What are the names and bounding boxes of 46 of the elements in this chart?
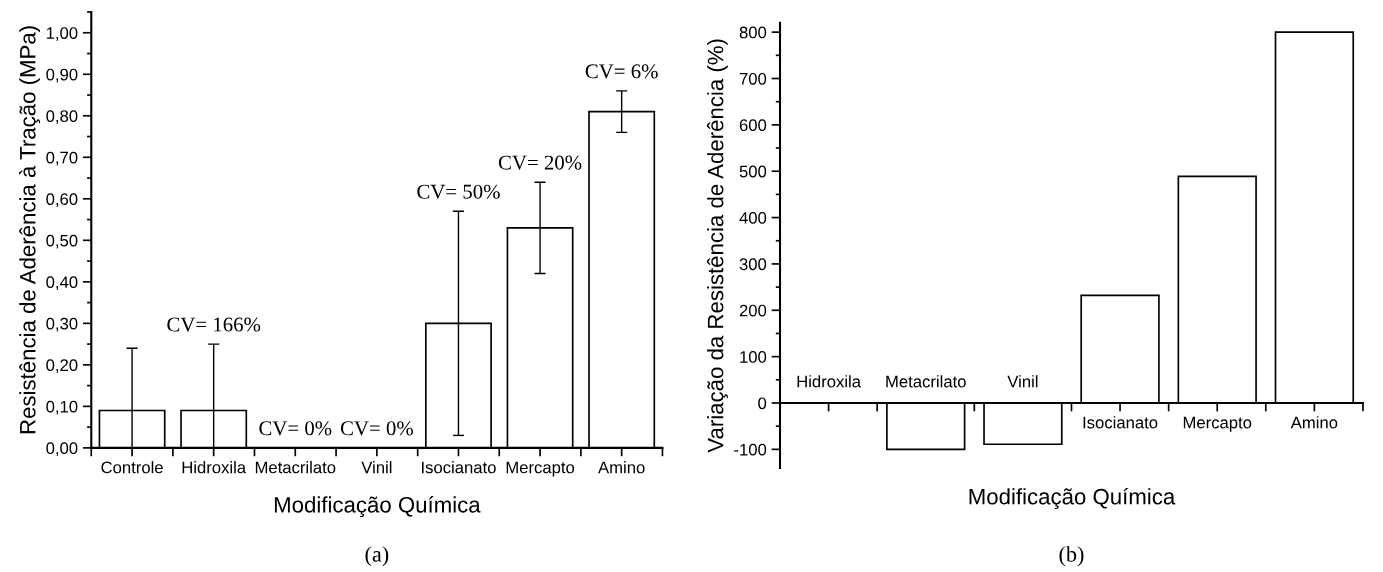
y-tick-label: -100 (734, 443, 767, 456)
y-tick-label: 0,20 (46, 359, 78, 374)
x-axis-title: Modificação Química (969, 487, 1176, 509)
y-tick-label: 0,40 (46, 276, 78, 290)
y-tick-label: 800 (739, 26, 767, 39)
y-tick-label: 0 (758, 397, 767, 410)
y-tick-label: 300 (739, 258, 767, 271)
x-tick-label: Vinil (1007, 375, 1038, 388)
x-axis-title: Modificação Química (274, 496, 481, 518)
annotation: CV= 0% (340, 421, 413, 436)
y-tick-label: 0,80 (46, 110, 78, 124)
annotation: CV= 6% (585, 64, 658, 79)
y-tick-label: 1,00 (46, 27, 78, 41)
y-tick-label: 0,70 (46, 151, 78, 166)
annotation: CV= 166% (167, 317, 261, 332)
y-tick-label: 600 (739, 119, 767, 132)
y-tick-label: 0,30 (46, 317, 78, 332)
y-tick-label: 0,50 (46, 234, 78, 249)
x-tick-label: Amino (598, 461, 645, 474)
x-tick-label: Amino (1290, 416, 1338, 429)
x-tick-label: Isocianato (1083, 416, 1158, 429)
text: (b) (1059, 546, 1084, 567)
text: (a) (365, 546, 389, 567)
x-tick-label: Mercapto (1183, 416, 1252, 432)
x-tick-label: Metacrilato (886, 375, 966, 388)
annotation: CV= 20% (498, 155, 582, 170)
x-tick-label: Hidroxila (797, 375, 862, 388)
y-tick-label: 500 (739, 165, 767, 178)
x-tick-label: Isocianato (422, 461, 496, 474)
y-tick-label: 0,60 (46, 193, 78, 207)
x-tick-label: Controle (101, 461, 163, 474)
y-tick-label: 400 (739, 211, 767, 224)
y-axis-title: Variação da Resistência de Aderência (%) (707, 39, 728, 453)
y-tick-label: 0,00 (46, 442, 78, 457)
annotation: CV= 0% (259, 421, 332, 436)
y-tick-label: 0,90 (46, 68, 78, 83)
x-tick-label: Metacrilato (255, 461, 336, 474)
y-tick-label: 700 (739, 72, 767, 85)
x-tick-label: Mercapto (506, 461, 575, 477)
y-tick-label: 0,10 (46, 400, 78, 415)
y-axis-title: Resistência de Aderência à Tração (MPa) (19, 26, 41, 434)
annotation: CV= 50% (417, 184, 500, 199)
y-tick-label: 100 (740, 351, 767, 363)
y-tick-label: 200 (739, 304, 767, 317)
x-tick-label: Hidroxila (182, 461, 247, 474)
x-tick-label: Vinil (361, 461, 392, 474)
